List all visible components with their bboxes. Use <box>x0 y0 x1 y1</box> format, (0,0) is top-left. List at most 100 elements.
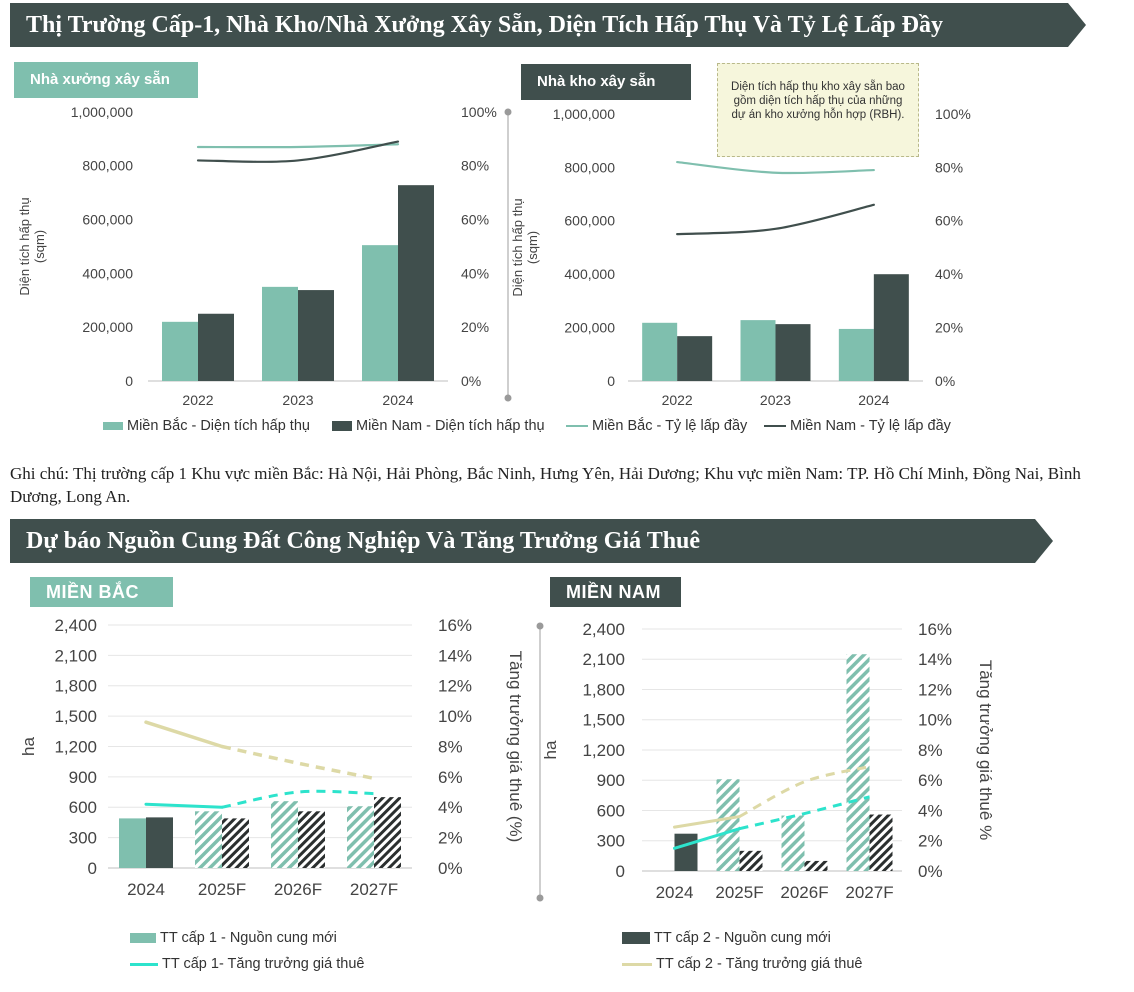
chart-mien-nam: 0 300 600 900 1,200 1,500 1,800 2,100 2,400 0% 2% 4… <box>541 620 995 902</box>
y-tick-label: 0 <box>125 373 133 389</box>
y-tick-label: 2,100 <box>582 650 625 669</box>
bar <box>716 779 740 871</box>
bar <box>162 321 198 381</box>
legend-mien-bac: TT cấp 1 - Nguồn cung mới TT cấp 1- Tăng… <box>0 930 520 980</box>
y2-tick-label: 14% <box>438 646 472 665</box>
bar <box>740 320 776 381</box>
series-line <box>676 203 875 236</box>
chart-nha-kho: 0 200,000 400,000 600,000 800,000 1,000,000 0%… <box>510 106 971 408</box>
y2-tick-label: 0% <box>438 859 463 878</box>
y-tick-label: 1,000,000 <box>553 106 615 122</box>
bar <box>119 818 146 868</box>
bar <box>298 811 325 868</box>
y-tick-label: 0 <box>616 862 625 881</box>
y2-tick-label: 0% <box>461 373 481 389</box>
y-axis-title-line: Diện tích hấp thụ <box>17 197 32 295</box>
y2-tick-label: 0% <box>935 373 955 389</box>
legend-label: TT cấp 1- Tăng trưởng giá thuê <box>162 956 365 972</box>
y-tick-label: 1,200 <box>54 737 97 756</box>
tag-nha-kho: Nhà kho xây sẵn <box>521 64 691 100</box>
x-tick-label: 2026F <box>274 880 322 899</box>
y-tick-label: 400,000 <box>564 266 615 282</box>
callout-note: Diện tích hấp thụ kho xây sẵn bao gồm di… <box>717 63 919 157</box>
y-tick-label: 400,000 <box>82 265 133 281</box>
x-tick-label: 2026F <box>780 883 828 902</box>
y-tick-label: 800,000 <box>564 159 615 175</box>
y-tick-label: 2,400 <box>54 616 97 635</box>
legend-item-rent-t1: TT cấp 1- Tăng trưởng giá thuê <box>130 956 364 972</box>
series-line <box>196 143 400 149</box>
y2-tick-label: 16% <box>918 620 952 639</box>
y2-tick-label: 100% <box>461 104 497 120</box>
bar <box>677 336 713 381</box>
y-tick-label: 1,500 <box>582 711 625 730</box>
legend-item-supply-t2: TT cấp 2 - Nguồn cung mới <box>622 930 831 946</box>
x-tick-label: 2023 <box>282 392 313 408</box>
divider-dot <box>504 108 512 116</box>
bar <box>781 815 805 871</box>
series-line-forecast <box>221 744 375 781</box>
legend-mien-nam: TT cấp 2 - Nguồn cung mới TT cấp 2 - Tăn… <box>600 930 1020 980</box>
y-axis-title-line: ha <box>541 740 560 759</box>
y2-tick-label: 100% <box>935 106 971 122</box>
divider-dot <box>536 622 544 630</box>
legend-section1: Miền Bắc - Diện tích hấp thụ Miền Nam - … <box>0 418 1134 438</box>
y-tick-label: 200,000 <box>82 319 133 335</box>
series-line-forecast <box>221 789 375 809</box>
bar <box>262 286 298 381</box>
legend-label: Miền Bắc - Diện tích hấp thụ <box>127 418 310 434</box>
y2-tick-label: 60% <box>461 212 489 228</box>
section1-title: Thị Trường Cấp-1, Nhà Kho/Nhà Xưởng Xây … <box>26 12 943 38</box>
bar <box>374 797 401 868</box>
legend-swatch <box>566 425 588 428</box>
legend-item-rent-t2: TT cấp 2 - Tăng trưởng giá thuê <box>622 956 862 972</box>
bar <box>347 806 374 868</box>
x-tick-label: 2027F <box>350 880 398 899</box>
banner-shape <box>10 519 1053 563</box>
bar <box>398 185 434 381</box>
y2-tick-label: 6% <box>918 771 943 790</box>
y2-tick-label: 12% <box>438 677 472 696</box>
y2-tick-label: 14% <box>918 650 952 669</box>
legend-label: Miền Nam - Tỷ lệ lấp đầy <box>790 418 951 434</box>
y-tick-label: 0 <box>607 373 615 389</box>
y2-tick-label: 20% <box>461 319 489 335</box>
y2-tick-label: 40% <box>461 265 489 281</box>
legend-item-south-occupancy: Miền Nam - Tỷ lệ lấp đầy <box>764 418 951 434</box>
bar <box>195 811 222 868</box>
bar <box>362 245 398 381</box>
series-line <box>144 802 224 809</box>
x-tick-label: 2024 <box>127 880 165 899</box>
y-axis-title-line: (sqm) <box>525 231 540 264</box>
series-line <box>196 140 400 163</box>
series-line <box>673 827 741 850</box>
bar <box>873 274 909 381</box>
y-tick-label: 600 <box>69 798 97 817</box>
y2-tick-label: 80% <box>461 158 489 174</box>
legend-swatch <box>103 422 123 431</box>
y-axis-title: ha <box>541 740 560 759</box>
y2-tick-label: 12% <box>918 680 952 699</box>
y-tick-label: 600,000 <box>82 212 133 228</box>
y-tick-label: 1,200 <box>582 741 625 760</box>
y2-tick-label: 0% <box>918 862 943 881</box>
y-tick-label: 600,000 <box>564 213 615 229</box>
y2-tick-label: 6% <box>438 768 463 787</box>
legend-label: Miền Nam - Diện tích hấp thụ <box>356 418 545 434</box>
y-tick-label: 200,000 <box>564 320 615 336</box>
y2-tick-label: 4% <box>918 801 943 820</box>
chart-mien-bac: 0 300 600 900 1,200 1,500 1,800 2,100 2,400 0% 2% 4… <box>19 616 544 902</box>
legend-label: TT cấp 1 - Nguồn cung mới <box>160 930 337 946</box>
y-axis-title-line: ha <box>19 737 38 756</box>
legend-swatch <box>332 421 352 432</box>
y-tick-label: 1,500 <box>54 707 97 726</box>
legend-label: TT cấp 2 - Tăng trưởng giá thuê <box>656 956 863 972</box>
legend-item-north-absorption: Miền Bắc - Diện tích hấp thụ <box>103 418 310 434</box>
legend-item-supply-t1: TT cấp 1 - Nguồn cung mới <box>130 930 337 946</box>
bar <box>198 313 234 381</box>
bar <box>838 328 874 381</box>
series-line <box>144 720 224 749</box>
x-tick-label: 2024 <box>656 883 694 902</box>
tag-mien-bac: MIỀN BẮC <box>30 577 173 607</box>
y-tick-label: 900 <box>69 768 97 787</box>
